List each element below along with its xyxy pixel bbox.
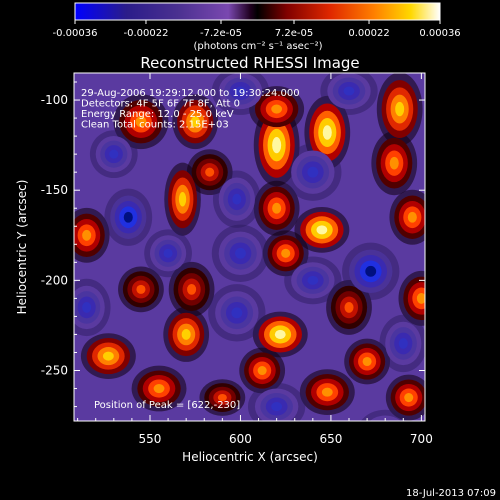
negative-lobe — [218, 231, 263, 276]
negative-lobe — [215, 291, 259, 335]
y-tick-label: -150 — [41, 183, 68, 197]
emission-source — [258, 112, 295, 178]
info-line: Clean Total counts: 2.15E+03 — [81, 120, 229, 131]
y-axis: -100 -150 -200 -250 — [41, 81, 425, 408]
emission-source — [204, 383, 241, 413]
emission-source — [330, 285, 368, 330]
x-axis: 550 600 650 700 — [77, 73, 433, 446]
emission-source — [381, 80, 418, 139]
info-line: Energy Range: 12.0 - 25.0 keV — [81, 109, 234, 120]
emission-source — [173, 267, 210, 312]
negative-lobe — [349, 249, 393, 294]
colorbar-tick-label: -0.00036 — [53, 28, 98, 39]
peak-position-label: Position of Peak = [622,-230] — [94, 400, 240, 411]
emission-source — [309, 103, 346, 162]
emission-source — [74, 213, 105, 257]
y-tick-label: -100 — [41, 93, 68, 107]
negative-lobe — [327, 73, 371, 110]
negative-lobe — [291, 150, 335, 194]
negative-lobe — [110, 195, 147, 239]
emission-source — [191, 154, 228, 191]
chart-title: Reconstructed RHESSI Image — [140, 54, 359, 72]
emission-source — [376, 137, 413, 189]
negative-lobe — [95, 136, 132, 173]
emission-source — [349, 343, 386, 380]
info-line: 29-Aug-2006 19:29:12.000 to 19:30:24.000 — [81, 88, 300, 99]
info-line: Detectors: 4F 5F 6F 7F 8F, Att 0 — [81, 99, 240, 110]
plot-frame — [73, 72, 426, 422]
x-axis-label: Heliocentric X (arcsec) — [182, 450, 318, 464]
x-tick-label: 550 — [139, 432, 162, 446]
emission-source — [258, 186, 295, 230]
emission-source — [300, 211, 344, 248]
emission-source — [86, 337, 131, 375]
emission-source — [177, 99, 214, 144]
negative-lobe — [149, 235, 187, 272]
y-axis-label: Heliocentric Y (arcsec) — [15, 180, 29, 315]
negative-lobe — [218, 177, 255, 221]
info-annotation: 29-Aug-2006 19:29:12.000 to 19:30:24.000… — [81, 88, 300, 131]
emission-source — [137, 370, 181, 407]
colorbar-tick-label: 7.2e-05 — [275, 28, 313, 39]
negative-lobe — [218, 73, 263, 110]
emission-source — [119, 99, 163, 144]
colorbar — [75, 3, 440, 20]
negative-lobe — [254, 388, 299, 421]
negative-lobe — [385, 321, 422, 366]
emission-source — [168, 312, 205, 357]
emission-source — [254, 90, 299, 128]
generated-timestamp: 18-Jul-2013 07:09 — [406, 488, 496, 499]
colorbar-tick-label: -7.2e-05 — [200, 28, 242, 39]
emission-source — [305, 374, 350, 411]
emission-source — [390, 379, 425, 416]
y-tick-label: -200 — [41, 273, 68, 287]
emission-source — [403, 276, 425, 321]
emission-source — [168, 170, 198, 229]
x-tick-label: 650 — [319, 432, 342, 446]
colorbar-frame — [74, 2, 441, 21]
colorbar-tick-label: 0.00036 — [419, 28, 460, 39]
colorbar-tick-label: 0.00022 — [348, 28, 389, 39]
heatmap-image — [74, 73, 425, 421]
y-tick-label: -250 — [41, 364, 68, 378]
negative-lobe — [74, 285, 105, 330]
emission-source — [244, 352, 281, 389]
blob-halo — [360, 409, 410, 421]
x-tick-label: 600 — [229, 432, 252, 446]
emission-source — [258, 316, 302, 353]
emission-source — [394, 195, 425, 239]
colorbar-tick-label: -0.00022 — [123, 28, 168, 39]
emission-source — [122, 271, 160, 308]
x-tick-label: 700 — [410, 432, 433, 446]
colorbar-unit-label: (photons cm⁻² s⁻¹ asec⁻²) — [193, 41, 322, 52]
emission-source — [267, 235, 304, 272]
colorbar-ticks: -0.00036 -0.00022 -7.2e-05 7.2e-05 0.00022 0.… — [53, 20, 461, 39]
negative-lobe — [291, 262, 335, 299]
